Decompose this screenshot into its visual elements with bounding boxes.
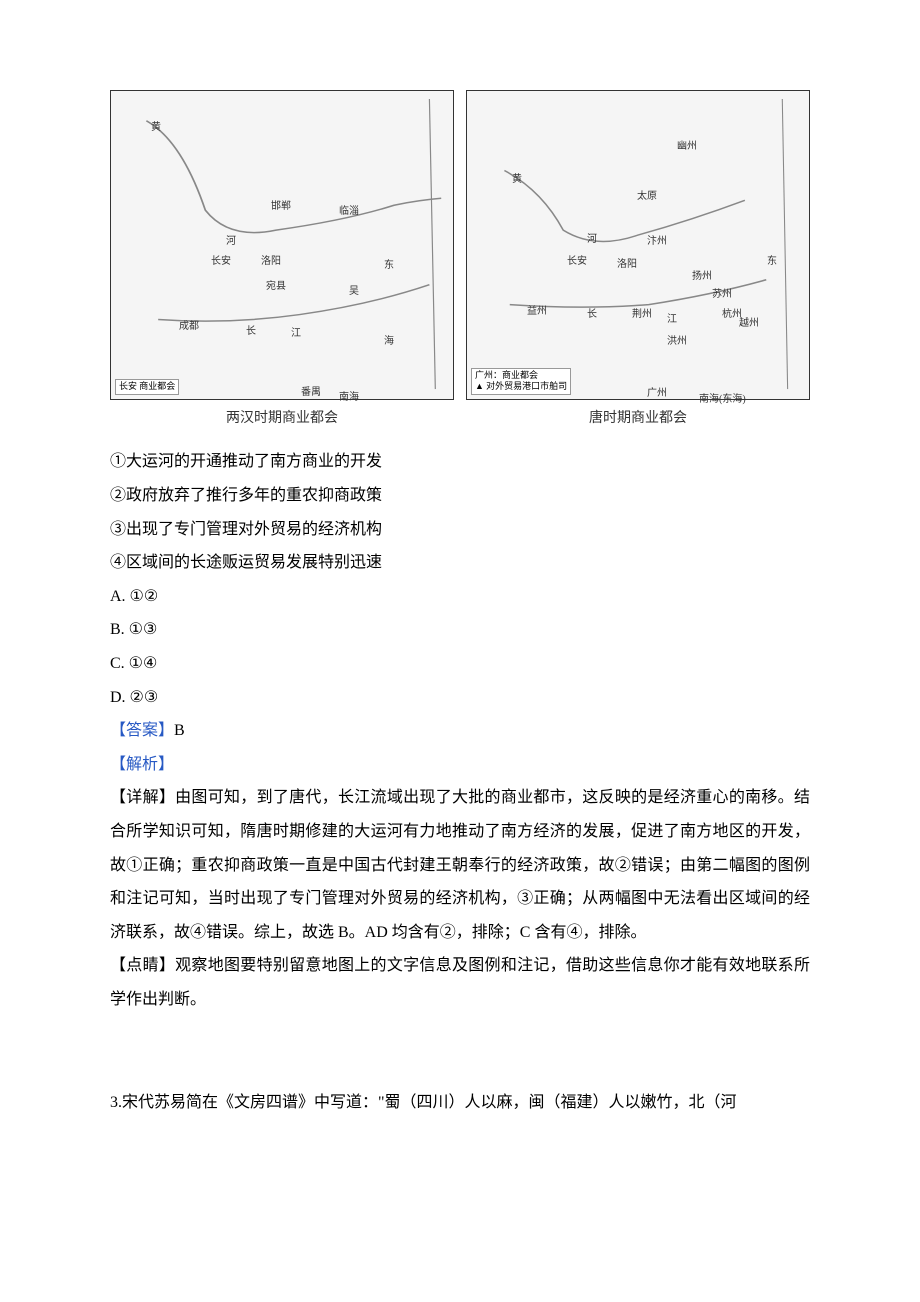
map-city-label: 番禺 (301, 382, 321, 403)
answer-bracket-left: 【 (110, 722, 126, 739)
map-city-label: 长 (246, 321, 256, 342)
map-han-legend: 长安 商业都会 (115, 379, 179, 395)
map-city-label: 成都 (179, 316, 199, 337)
map-city-label: 吴 (349, 281, 359, 302)
map-city-label: 洪州 (667, 331, 687, 352)
map-city-label: 南海(东海) (699, 389, 746, 410)
map-city-label: 苏州 (712, 284, 732, 305)
map-city-label: 太原 (637, 186, 657, 207)
map-city-label: 邯郸 (271, 196, 291, 217)
option-d: D. ②③ (110, 681, 810, 715)
map-city-label: 汴州 (647, 231, 667, 252)
map-city-label: 河 (587, 229, 597, 250)
map-city-label: 广州 (647, 383, 667, 404)
option-b: B. ①③ (110, 613, 810, 647)
tip-prefix: 【点睛】 (110, 957, 175, 974)
statement-4: ④区域间的长途贩运贸易发展特别迅速 (110, 546, 810, 580)
statement-3: ③出现了专门管理对外贸易的经济机构 (110, 513, 810, 547)
map-city-label: 幽州 (677, 136, 697, 157)
map-city-label: 宛县 (266, 276, 286, 297)
map-city-label: 洛阳 (617, 254, 637, 275)
map-city-label: 南海 (339, 387, 359, 408)
map-city-label: 扬州 (692, 266, 712, 287)
statement-2: ②政府放弃了推行多年的重农抑商政策 (110, 479, 810, 513)
map-city-label: 长 (587, 304, 597, 325)
map-han-caption: 两汉时期商业都会 (110, 404, 454, 433)
map-tang: 幽州黄太原河汴州长安洛阳扬州苏州杭州越州益州长荆州江洪州东广州南海(东海) 广州… (466, 90, 810, 400)
option-a: A. ①② (110, 580, 810, 614)
map-city-label: 东 (767, 251, 777, 272)
map-city-label: 江 (667, 309, 677, 330)
analysis-bracket-left: 【 (110, 756, 126, 773)
answer-bracket-right: 】 (158, 722, 174, 739)
analysis-line: 【解析】 (110, 748, 810, 782)
map-city-label: 河 (226, 231, 236, 252)
tip-text: 观察地图要特别留意地图上的文字信息及图例和注记，借助这些信息你才能有效地联系所学… (110, 957, 810, 1008)
detail-paragraph: 【详解】由图可知，到了唐代，长江流域出现了大批的商业都市，这反映的是经济重心的南… (110, 781, 810, 949)
map-tang-legend: 广州：商业都会 ▲ 对外贸易港口市舶司 (471, 368, 571, 395)
map-city-label: 临淄 (339, 201, 359, 222)
analysis-label: 解析 (126, 756, 158, 773)
option-c: C. ①④ (110, 647, 810, 681)
detail-prefix: 【详解】 (110, 789, 175, 806)
next-question: 3.宋代苏易简在《文房四谱》中写道："蜀（四川）人以麻，闽（福建）人以嫩竹，北（… (110, 1086, 810, 1120)
answer-line: 【答案】B (110, 714, 810, 748)
detail-text: 由图可知，到了唐代，长江流域出现了大批的商业都市，这反映的是经济重心的南移。结合… (110, 789, 810, 940)
answer-value: B (174, 722, 185, 739)
map-city-label: 黄 (151, 117, 161, 138)
map-han: 黄邯郸临淄河长安洛阳宛县吴成都长江东海番禺南海 长安 商业都会 (110, 90, 454, 400)
map-city-label: 荆州 (632, 304, 652, 325)
map-city-label: 洛阳 (261, 251, 281, 272)
map-city-label: 益州 (527, 301, 547, 322)
map-city-label: 东 (384, 255, 394, 276)
map-city-label: 海 (384, 331, 394, 352)
map-city-label: 黄 (512, 169, 522, 190)
map-city-label: 越州 (739, 313, 759, 334)
answer-label: 答案 (126, 722, 158, 739)
statement-1: ①大运河的开通推动了南方商业的开发 (110, 445, 810, 479)
map-tang-caption: 唐时期商业都会 (466, 404, 810, 433)
analysis-bracket-right: 】 (158, 756, 174, 773)
maps-row: 黄邯郸临淄河长安洛阳宛县吴成都长江东海番禺南海 长安 商业都会 幽州黄太原河汴州… (110, 90, 810, 400)
tip-paragraph: 【点睛】观察地图要特别留意地图上的文字信息及图例和注记，借助这些信息你才能有效地… (110, 949, 810, 1016)
map-city-label: 长安 (567, 251, 587, 272)
map-city-label: 长安 (211, 251, 231, 272)
map-city-label: 江 (291, 323, 301, 344)
